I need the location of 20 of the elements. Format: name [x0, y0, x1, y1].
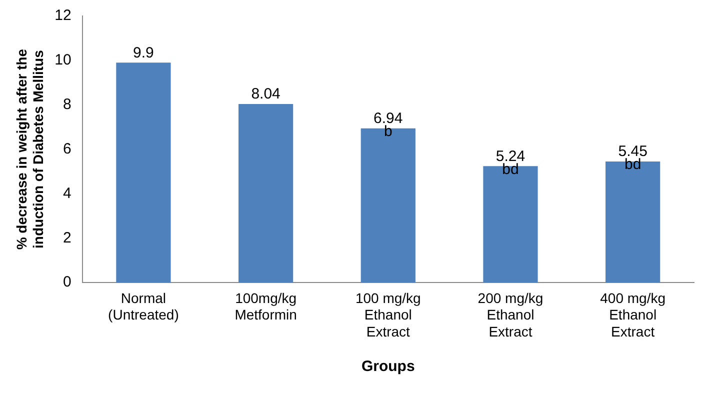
- x-tick-label: 200 mg/kg Ethanol Extract: [478, 290, 544, 340]
- y-tick-label: 2: [62, 229, 72, 246]
- y-tick-label: 0: [62, 274, 72, 291]
- bar: [116, 62, 171, 283]
- annotation: bd: [502, 160, 519, 178]
- y-axis-title: % decrease in weight after the induction of Diabetes Mellitus: [13, 48, 46, 250]
- y-tick-label: 8: [62, 96, 72, 114]
- y-tick-label: 4: [62, 184, 72, 202]
- x-tick-label: 400 mg/kg Ethanol Extract: [600, 290, 666, 340]
- x-tick-label: 100mg/kg Metformin: [234, 290, 297, 323]
- y-tick-label: 10: [54, 52, 72, 69]
- x-tick-label: 100 mg/kg Ethanol Extract: [355, 290, 421, 340]
- x-axis-title: Groups: [361, 358, 415, 376]
- y-tick-label: 6: [62, 140, 72, 158]
- y-tick-label: 12: [54, 7, 72, 24]
- x-tick-label: Normal (Untreated): [108, 290, 179, 323]
- data-label: 9.9: [133, 44, 154, 62]
- annotation: bd: [624, 156, 642, 174]
- bar: [238, 104, 294, 283]
- data-label: 8.04: [251, 86, 280, 103]
